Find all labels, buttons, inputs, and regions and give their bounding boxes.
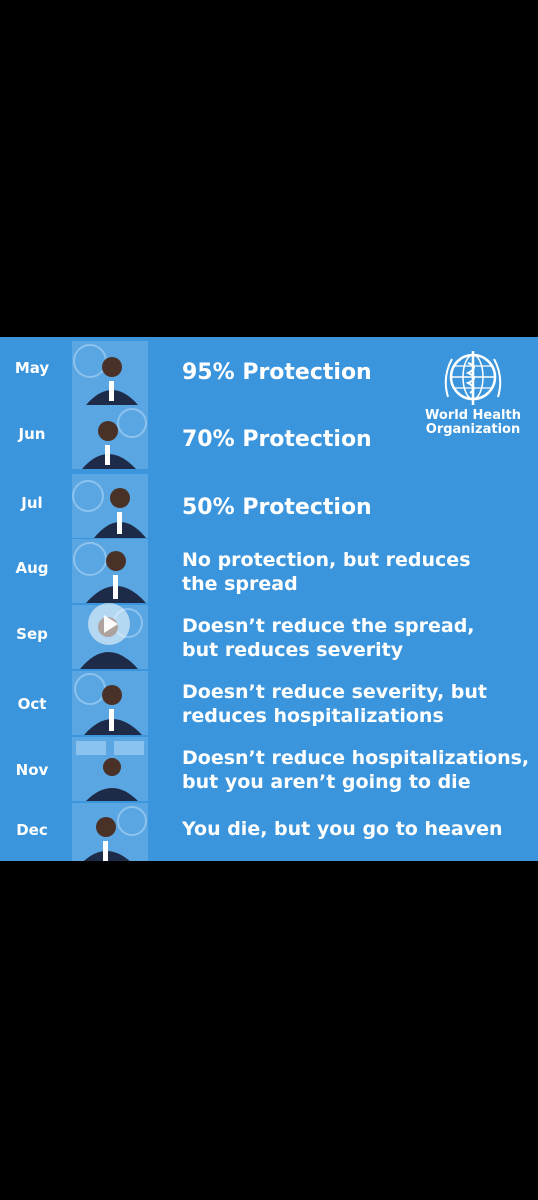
photo-thumbnail xyxy=(72,405,148,469)
photo-thumbnail xyxy=(72,341,148,405)
month-label: Nov xyxy=(15,761,49,779)
logo-line2: Organization xyxy=(425,422,521,437)
month-label: Aug xyxy=(15,559,49,577)
caption-line1: You die, but you go to heaven xyxy=(182,818,503,840)
caption-line2: but you aren’t going to die xyxy=(182,771,471,793)
play-button[interactable] xyxy=(88,603,130,645)
who-emblem-icon xyxy=(444,351,502,405)
month-label: Oct xyxy=(17,695,47,713)
month-label: Sep xyxy=(16,625,48,643)
play-icon xyxy=(104,615,118,633)
photo-thumbnail xyxy=(72,803,148,861)
caption-line2: but reduces severity xyxy=(182,639,404,661)
caption-line1: Doesn’t reduce severity, but xyxy=(182,681,487,703)
caption-line1: 50% Protection xyxy=(182,495,372,520)
caption-line1: 70% Protection xyxy=(182,427,372,452)
month-label: Dec xyxy=(16,821,48,839)
caption-line1: Doesn’t reduce hospitalizations, xyxy=(182,747,530,769)
month-label: Jul xyxy=(21,494,43,512)
photo-thumbnail xyxy=(72,474,148,538)
photo-thumbnail xyxy=(72,671,148,735)
logo-line1: World Health xyxy=(425,408,521,423)
photo-thumbnail xyxy=(72,539,148,603)
caption-line1: 95% Protection xyxy=(182,360,372,385)
caption-line1: No protection, but reduces xyxy=(182,549,471,571)
meme-panel: May 95% Protection Jun 70% Protection Ju… xyxy=(0,337,538,861)
photo-thumbnail xyxy=(72,737,148,801)
caption-line2: the spread xyxy=(182,573,298,595)
month-label: Jun xyxy=(18,425,46,443)
who-logo: World Health Organization xyxy=(425,347,521,437)
caption-line2: reduces hospitalizations xyxy=(182,705,444,727)
caption-line1: Doesn’t reduce the spread, xyxy=(182,615,475,637)
month-label: May xyxy=(14,359,50,377)
